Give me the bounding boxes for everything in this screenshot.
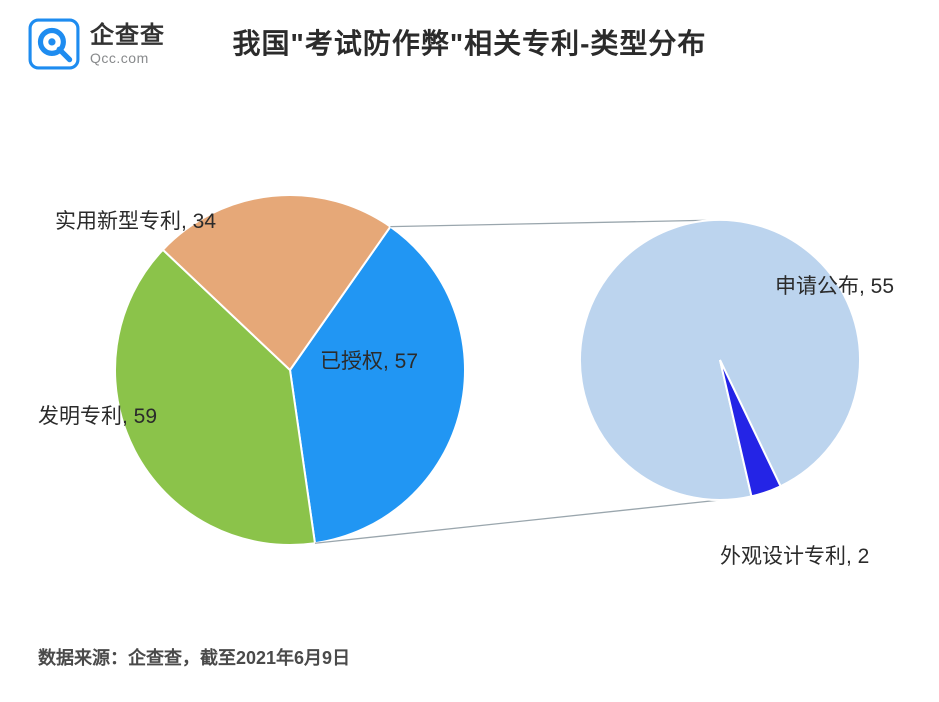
chart-area: 已授权, 57 发明专利, 59 实用新型专利, 34 申请公布, 55 外观设计专利,…: [0, 120, 939, 600]
connector-line: [390, 220, 720, 227]
slice-label: 外观设计专利, 2: [720, 540, 869, 570]
chart-title: 我国"考试防作弊"相关专利-类型分布: [0, 22, 939, 62]
slice-label: 申请公布, 55: [775, 270, 894, 300]
pie-chart-svg: [0, 120, 939, 600]
slice-label: 发明专利, 59: [38, 400, 157, 430]
slice-label: 实用新型专利, 34: [55, 205, 216, 235]
slice-label: 已授权, 57: [320, 345, 418, 375]
data-source-footer: 数据来源：企查查，截至2021年6月9日: [38, 644, 350, 670]
